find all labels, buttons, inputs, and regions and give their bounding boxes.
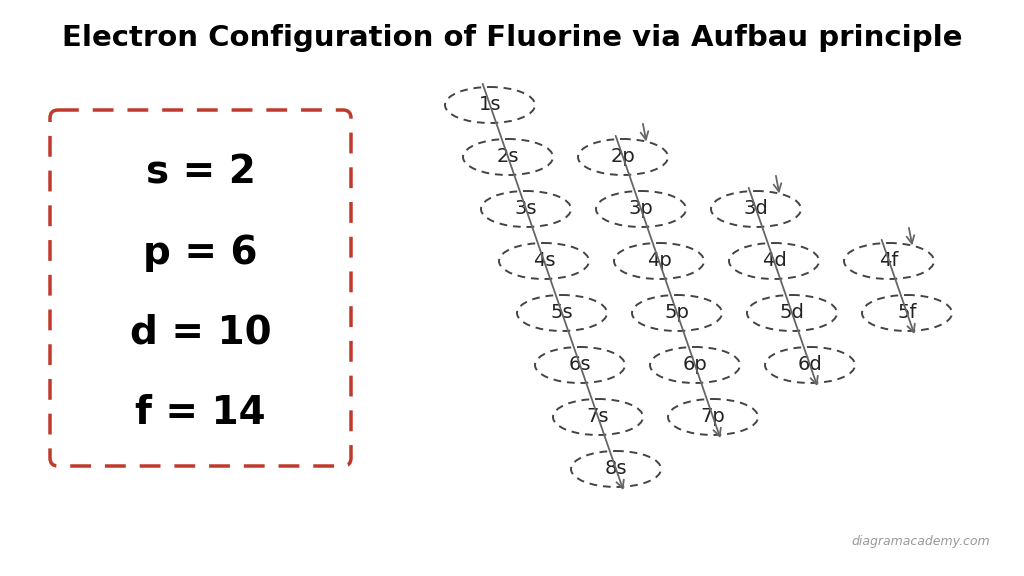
- Text: 7p: 7p: [700, 407, 725, 426]
- Text: diagramacademy.com: diagramacademy.com: [851, 535, 990, 548]
- Text: 3d: 3d: [743, 199, 768, 218]
- Text: d = 10: d = 10: [130, 314, 271, 352]
- Text: 8s: 8s: [605, 460, 628, 479]
- Text: 6p: 6p: [683, 355, 708, 374]
- Text: 2s: 2s: [497, 147, 519, 166]
- Text: 6s: 6s: [568, 355, 591, 374]
- Text: 4p: 4p: [646, 252, 672, 271]
- Text: Electron Configuration of Fluorine via Aufbau principle: Electron Configuration of Fluorine via A…: [61, 24, 963, 52]
- Text: f = 14: f = 14: [135, 394, 266, 432]
- Text: 5p: 5p: [665, 304, 689, 323]
- Text: p = 6: p = 6: [143, 234, 258, 272]
- Text: 4s: 4s: [532, 252, 555, 271]
- Text: 4d: 4d: [762, 252, 786, 271]
- Text: 6d: 6d: [798, 355, 822, 374]
- Text: 5s: 5s: [551, 304, 573, 323]
- Text: 3p: 3p: [629, 199, 653, 218]
- Text: 3s: 3s: [515, 199, 538, 218]
- Text: 1s: 1s: [479, 96, 502, 115]
- Text: 2p: 2p: [610, 147, 635, 166]
- Text: 5f: 5f: [897, 304, 916, 323]
- Text: 4f: 4f: [880, 252, 899, 271]
- Text: s = 2: s = 2: [145, 154, 255, 192]
- Text: 5d: 5d: [779, 304, 805, 323]
- Text: 7s: 7s: [587, 407, 609, 426]
